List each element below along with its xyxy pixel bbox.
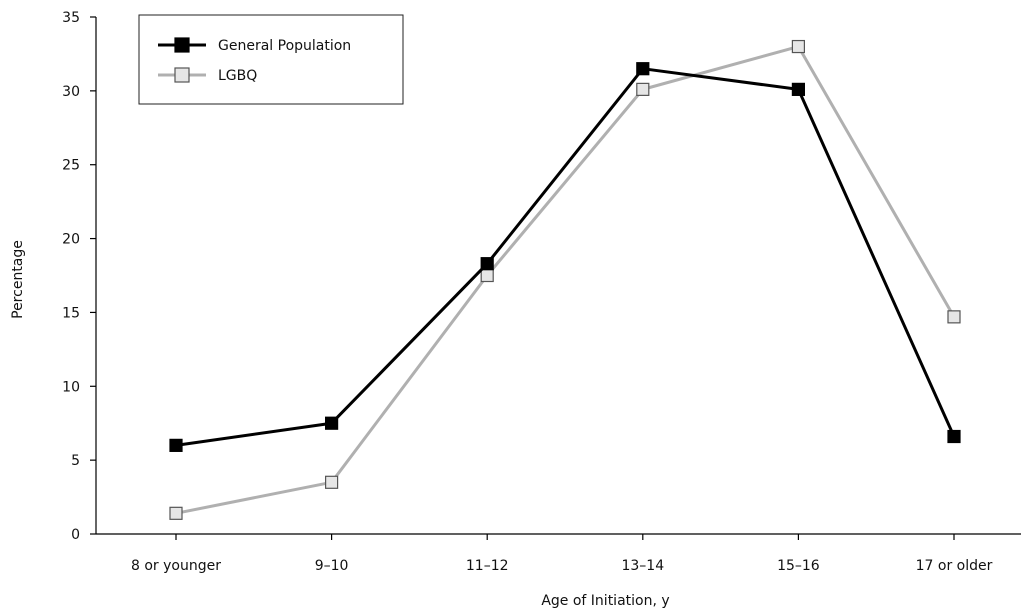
y-axis: 0 5 10 15 20 25 30 35 xyxy=(62,10,97,543)
y-tick-label: 15 xyxy=(62,305,80,321)
y-tick-label: 30 xyxy=(62,84,80,100)
data-point xyxy=(636,82,650,96)
x-axis-title: Age of Initiation, y xyxy=(541,593,669,609)
y-axis-title: Percentage xyxy=(10,240,26,319)
series-1 xyxy=(169,39,961,520)
series-layer xyxy=(169,39,961,520)
data-point xyxy=(169,438,183,452)
data-point xyxy=(791,82,806,96)
data-point xyxy=(636,62,650,76)
x-axis: 8 or younger 9–10 11–12 13–14 15–16 17 or old… xyxy=(96,533,1021,574)
data-point xyxy=(947,310,961,324)
data-point xyxy=(169,506,183,520)
data-point xyxy=(480,257,494,271)
series-0 xyxy=(169,62,961,452)
x-tick-label: 8 or younger xyxy=(131,558,221,574)
legend-marker xyxy=(174,67,190,83)
data-point xyxy=(791,39,806,54)
x-tick-label: 13–14 xyxy=(621,558,664,574)
x-tick-label: 15–16 xyxy=(777,558,820,574)
y-tick-label: 35 xyxy=(62,10,80,26)
series-line xyxy=(175,67,956,447)
y-tick-label: 25 xyxy=(62,158,80,174)
x-tick-label: 9–10 xyxy=(315,558,349,574)
series-line xyxy=(175,45,956,515)
legend-label: General Population xyxy=(218,38,351,54)
legend-marker xyxy=(174,37,190,53)
y-tick-label: 20 xyxy=(62,232,80,248)
legend-item: General Population xyxy=(158,37,351,54)
y-tick-label: 5 xyxy=(71,453,80,469)
legend-item: LGBQ xyxy=(158,67,257,84)
data-point xyxy=(325,416,339,430)
legend: General Population LGBQ xyxy=(138,14,404,105)
data-point xyxy=(325,475,339,489)
y-tick-label: 10 xyxy=(62,379,80,395)
data-point xyxy=(947,429,961,444)
x-tick-label: 11–12 xyxy=(466,558,509,574)
legend-box xyxy=(138,14,404,105)
legend-label: LGBQ xyxy=(218,68,257,84)
x-tick-label: 17 or older xyxy=(916,558,993,574)
data-point xyxy=(480,268,494,283)
y-tick-label: 0 xyxy=(71,527,80,543)
